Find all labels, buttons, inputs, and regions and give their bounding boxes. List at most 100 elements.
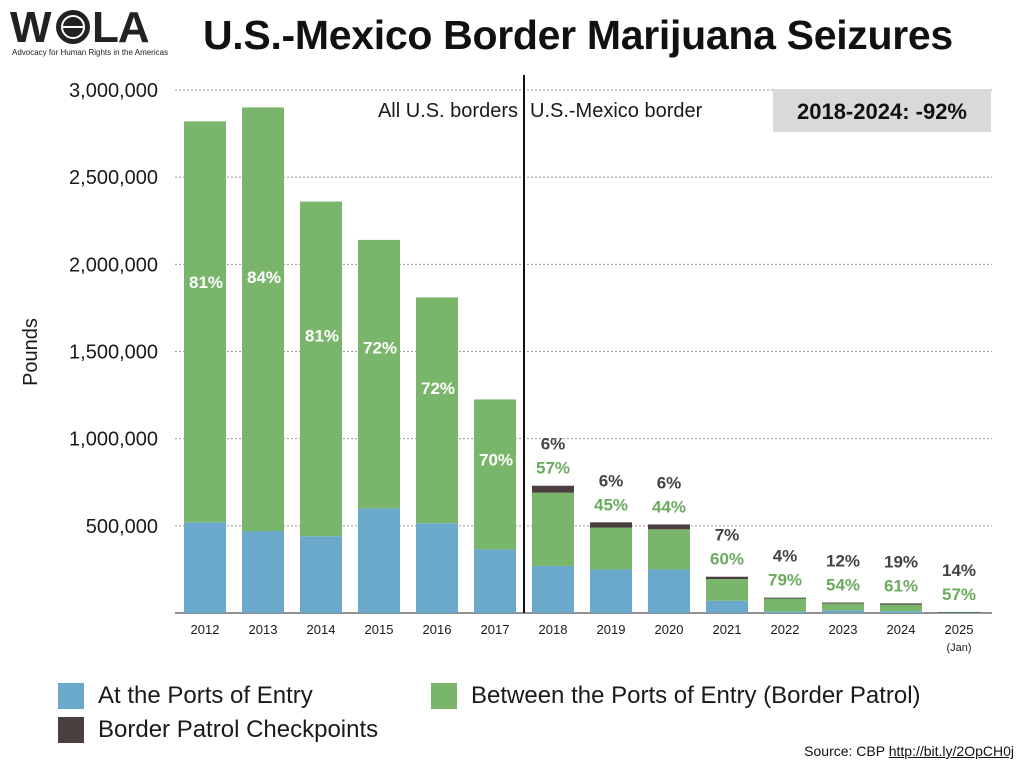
bar-segment-checkpoints	[706, 576, 748, 580]
x-tick-label: 2014	[307, 622, 336, 637]
bar-segment-checkpoints	[938, 611, 980, 613]
bar-segment-between	[648, 529, 690, 570]
between-share-label: 44%	[652, 497, 686, 516]
bar-segment-ports	[648, 569, 690, 613]
x-tick-label: 2019	[597, 622, 626, 637]
between-share-label: 54%	[826, 576, 860, 595]
wola-tagline: Advocacy for Human Rights in the America…	[12, 48, 169, 57]
between-share-label: 81%	[305, 326, 339, 345]
between-share-label: 70%	[479, 450, 513, 469]
bar-segment-between	[706, 579, 748, 601]
between-share-label: 57%	[942, 585, 976, 604]
legend-swatch-between	[431, 683, 457, 709]
bar-segment-between	[184, 121, 226, 523]
checkpoint-share-label: 4%	[773, 547, 798, 566]
bar-segment-ports	[242, 531, 284, 613]
bar-segment-ports	[764, 611, 806, 613]
x-tick-label: 2015	[365, 622, 394, 637]
wola-logo-wordmark-end: LA	[92, 4, 149, 48]
x-tick-label: 2020	[655, 622, 684, 637]
checkpoint-share-label: 7%	[715, 526, 740, 545]
between-share-label: 72%	[421, 379, 455, 398]
bar-segment-between	[416, 297, 458, 524]
x-tick-label: 2023	[829, 622, 858, 637]
x-tick-label: 2016	[423, 622, 452, 637]
wola-logo-wordmark: W	[10, 4, 52, 48]
checkpoint-share-label: 19%	[884, 552, 918, 571]
x-tick-label: 2024	[887, 622, 916, 637]
bar-segment-ports	[358, 508, 400, 613]
between-share-label: 79%	[768, 571, 802, 590]
legend-label-ports: At the Ports of Entry	[98, 682, 313, 709]
bar-segment-between	[822, 603, 864, 611]
legend-label-between: Between the Ports of Entry (Border Patro…	[471, 682, 921, 709]
bar-segment-checkpoints	[532, 485, 574, 493]
wola-logo-mark: W LA	[10, 4, 150, 48]
y-tick-label: 1,500,000	[69, 342, 158, 364]
bar-segment-ports	[822, 610, 864, 613]
bar-segment-checkpoints	[880, 603, 922, 605]
between-share-label: 60%	[710, 550, 744, 569]
bar-segment-ports	[416, 523, 458, 613]
bar-segment-ports	[532, 565, 574, 613]
callout-text: 2018-2024: -92%	[797, 99, 967, 124]
source-prefix: Source: CBP	[804, 743, 885, 759]
data-labels-layer: 81% 84% 81% 72% 72% 70% 57% 6% 45% 6% 44% 6% 60% 7% 79…	[189, 268, 976, 604]
checkpoint-share-label: 6%	[599, 471, 624, 490]
y-tick-label: 2,000,000	[69, 254, 158, 276]
bar-segment-checkpoints	[648, 524, 690, 530]
bar-segment-ports	[938, 612, 980, 614]
y-axis-title: Pounds	[20, 318, 42, 386]
chart-area: 500,000 1,000,000 1,500,000 2,000,000 2,500,…	[20, 75, 992, 654]
bar-segment-ports	[184, 522, 226, 613]
wola-logo: W LA Advocacy for Human Rights in the Am…	[8, 4, 173, 64]
x-tick-label: 2022	[771, 622, 800, 637]
checkpoint-share-label: 6%	[657, 473, 682, 492]
bar-segment-checkpoints	[764, 597, 806, 599]
divider-left-label: All U.S. borders	[378, 100, 518, 122]
bar-segment-between	[474, 399, 516, 550]
x-tick-label: 2025	[945, 622, 974, 637]
bar-segment-ports	[880, 611, 922, 613]
bar-segment-between	[532, 492, 574, 566]
between-share-label: 84%	[247, 268, 281, 287]
x-tick-label: 2021	[713, 622, 742, 637]
legend-swatch-ports	[58, 683, 84, 709]
x-tick-sublabel: (Jan)	[946, 642, 971, 654]
bar-segment-ports	[590, 569, 632, 613]
bar-segment-between	[590, 527, 632, 570]
x-tick-label: 2012	[191, 622, 220, 637]
source-note: Source: CBP http://bit.ly/2OpCH0j	[804, 743, 1014, 759]
y-tick-label: 3,000,000	[69, 80, 158, 102]
between-share-label: 61%	[884, 576, 918, 595]
x-tick-label: 2017	[481, 622, 510, 637]
chart-title: U.S.-Mexico Border Marijuana Seizures	[203, 12, 953, 58]
legend-item-between: Between the Ports of Entry (Border Patro…	[431, 682, 921, 710]
y-tick-label: 2,500,000	[69, 167, 158, 189]
bar-segment-between	[358, 239, 400, 509]
legend-label-checkpoints: Border Patrol Checkpoints	[98, 716, 379, 743]
grid-layer	[175, 89, 992, 527]
source-link[interactable]: http://bit.ly/2OpCH0j	[888, 743, 1014, 759]
bars-layer	[184, 107, 980, 614]
bar-segment-between	[880, 604, 922, 612]
bar-segment-between	[242, 107, 284, 532]
divider-right-label: U.S.-Mexico border	[530, 100, 703, 122]
between-share-label: 81%	[189, 273, 223, 292]
bar-segment-between	[764, 598, 806, 612]
y-tick-label: 500,000	[86, 516, 158, 538]
bar-segment-between	[300, 201, 342, 537]
between-share-label: 57%	[536, 459, 570, 478]
checkpoint-share-label: 14%	[942, 561, 976, 580]
checkpoint-share-label: 6%	[541, 435, 566, 454]
legend: At the Ports of Entry Between the Ports …	[58, 678, 1018, 748]
x-tick-label: 2013	[249, 622, 278, 637]
legend-item-ports: At the Ports of Entry	[58, 682, 313, 710]
bar-segment-ports	[706, 600, 748, 613]
between-share-label: 45%	[594, 495, 628, 514]
annotation-layer: All U.S. borders U.S.-Mexico border 2018-2…	[378, 75, 991, 613]
between-share-label: 72%	[363, 338, 397, 357]
bar-segment-ports	[300, 536, 342, 613]
bar-segment-checkpoints	[822, 602, 864, 604]
callout-box	[773, 89, 991, 132]
